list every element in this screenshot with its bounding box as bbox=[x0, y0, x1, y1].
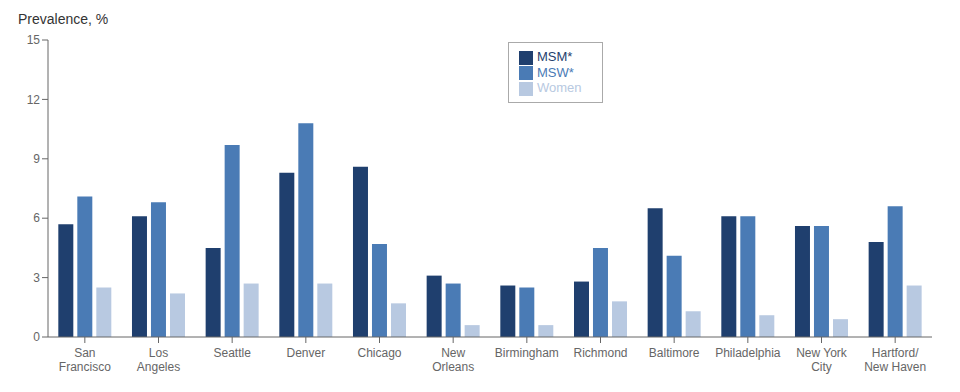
svg-text:9: 9 bbox=[33, 152, 40, 166]
svg-text:Baltimore: Baltimore bbox=[649, 346, 700, 360]
svg-text:3: 3 bbox=[33, 271, 40, 285]
svg-text:Philadelphia: Philadelphia bbox=[715, 346, 781, 360]
html-text:Prevalence, %: Prevalence, % bbox=[18, 11, 109, 27]
svg-text:0: 0 bbox=[33, 330, 40, 344]
svg-text:15: 15 bbox=[27, 33, 41, 47]
svg-text:LosAngeles: LosAngeles bbox=[137, 346, 180, 374]
svg-text:New YorkCity: New YorkCity bbox=[796, 346, 848, 374]
svg-text:Birmingham: Birmingham bbox=[495, 346, 559, 360]
html-text:Women: Women bbox=[537, 80, 582, 96]
svg-text:SanFrancisco: SanFrancisco bbox=[59, 346, 111, 374]
html-text:MSW*: MSW* bbox=[537, 64, 574, 80]
svg-text:6: 6 bbox=[33, 211, 40, 225]
html-text:MSM*: MSM* bbox=[537, 49, 573, 64]
svg-text:Hartford/New Haven: Hartford/New Haven bbox=[864, 346, 926, 374]
svg-text:NewOrleans: NewOrleans bbox=[432, 346, 474, 374]
svg-text:12: 12 bbox=[27, 93, 41, 107]
svg-text:Chicago: Chicago bbox=[357, 346, 401, 360]
svg-text:Richmond: Richmond bbox=[573, 346, 627, 360]
svg-text:Denver: Denver bbox=[286, 346, 325, 360]
svg-text:Seattle: Seattle bbox=[213, 346, 251, 360]
